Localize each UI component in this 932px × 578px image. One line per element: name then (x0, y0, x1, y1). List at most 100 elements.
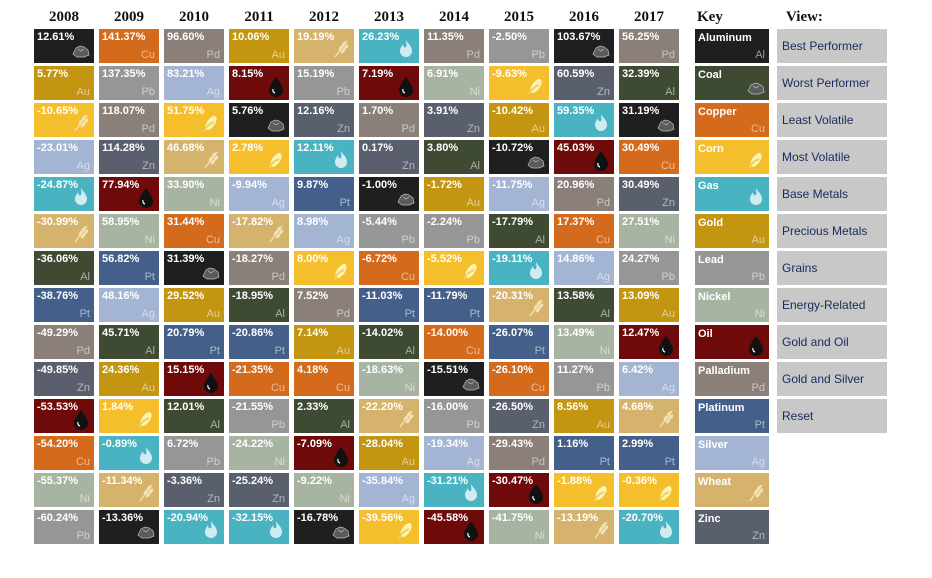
cell-2009-silver[interactable]: 48.16% Ag (99, 288, 159, 322)
cell-2008-coal[interactable]: 12.61% (34, 29, 94, 63)
cell-2017-palladium[interactable]: 56.25% Pd (619, 29, 679, 63)
cell-2011-coal[interactable]: -18.95% Al (229, 288, 289, 322)
cell-2013-palladium[interactable]: 1.70% Pd (359, 103, 419, 137)
cell-2012-copper[interactable]: 4.18% Cu (294, 362, 354, 396)
view-button-most-volatile[interactable]: Most Volatile (777, 140, 887, 174)
cell-2012-zinc[interactable]: 12.16% Zn (294, 103, 354, 137)
cell-2013-corn[interactable]: -39.56% (359, 510, 419, 544)
view-button-energy-related[interactable]: Energy-Related (777, 288, 887, 322)
cell-2008-silver[interactable]: -23.01% Ag (34, 140, 94, 174)
cell-2014-lead[interactable]: -16.00% Pb (424, 399, 484, 433)
cell-2012-silver[interactable]: 8.98% Ag (294, 214, 354, 248)
view-button-precious-metals[interactable]: Precious Metals (777, 214, 887, 248)
cell-2013-gas[interactable]: 26.23% (359, 29, 419, 63)
cell-2013-platinum[interactable]: -11.03% Pt (359, 288, 419, 322)
cell-2011-corn[interactable]: 2.78% (229, 140, 289, 174)
cell-2016-lead[interactable]: 11.27% Pb (554, 362, 614, 396)
cell-2009-oil[interactable]: 77.94% (99, 177, 159, 211)
cell-2011-zinc[interactable]: -25.24% Zn (229, 473, 289, 507)
cell-2017-corn[interactable]: -0.36% (619, 473, 679, 507)
cell-2012-palladium[interactable]: 7.52% Pd (294, 288, 354, 322)
view-button-gold-and-oil[interactable]: Gold and Oil (777, 325, 887, 359)
cell-2008-zinc[interactable]: -49.85% Zn (34, 362, 94, 396)
cell-2016-coal[interactable]: 103.67% (554, 29, 614, 63)
cell-2010-coal[interactable]: 12.01% Al (164, 399, 224, 433)
cell-2014-platinum[interactable]: -11.79% Pt (424, 288, 484, 322)
cell-2010-gas[interactable]: -20.94% (164, 510, 224, 544)
cell-2008-nickel[interactable]: -55.37% Ni (34, 473, 94, 507)
cell-2014-coal[interactable]: 3.80% Al (424, 140, 484, 174)
cell-2008-platinum[interactable]: -38.76% Pt (34, 288, 94, 322)
cell-2016-gas[interactable]: 59.35% (554, 103, 614, 137)
cell-2014-lead[interactable]: -2.24% Pb (424, 214, 484, 248)
cell-2010-aluminum[interactable]: 31.39% (164, 251, 224, 285)
cell-2015-lead[interactable]: -2.50% Pb (489, 29, 549, 63)
cell-2013-coal[interactable]: -14.02% Al (359, 325, 419, 359)
cell-2009-lead[interactable]: 137.35% Pb (99, 66, 159, 100)
cell-2011-copper[interactable]: -21.35% Cu (229, 362, 289, 396)
cell-2014-gold[interactable]: -1.72% Au (424, 177, 484, 211)
cell-2008-copper[interactable]: -54.20% Cu (34, 436, 94, 470)
view-button-gold-and-silver[interactable]: Gold and Silver (777, 362, 887, 396)
cell-2008-coal[interactable]: -36.06% Al (34, 251, 94, 285)
cell-2008-gold[interactable]: 5.77% Au (34, 66, 94, 100)
cell-2009-nickel[interactable]: 58.95% Ni (99, 214, 159, 248)
cell-2017-silver[interactable]: 6.42% Ag (619, 362, 679, 396)
cell-2016-nickel[interactable]: 13.49% Ni (554, 325, 614, 359)
cell-2016-copper[interactable]: 17.37% Cu (554, 214, 614, 248)
cell-2016-zinc[interactable]: 60.59% Zn (554, 66, 614, 100)
cell-2014-nickel[interactable]: 6.91% Ni (424, 66, 484, 100)
cell-2014-copper[interactable]: -14.00% Cu (424, 325, 484, 359)
cell-2008-palladium[interactable]: -49.29% Pd (34, 325, 94, 359)
cell-2008-oil[interactable]: -53.53% (34, 399, 94, 433)
cell-2011-lead[interactable]: -21.55% Pb (229, 399, 289, 433)
cell-2011-nickel[interactable]: -24.22% Ni (229, 436, 289, 470)
cell-2010-copper[interactable]: 31.44% Cu (164, 214, 224, 248)
view-button-worst-performer[interactable]: Worst Performer (777, 66, 887, 100)
cell-2011-gold[interactable]: 10.06% Au (229, 29, 289, 63)
cell-2015-copper[interactable]: -26.10% Cu (489, 362, 549, 396)
cell-2015-oil[interactable]: -30.47% (489, 473, 549, 507)
cell-2009-gold[interactable]: 24.36% Au (99, 362, 159, 396)
cell-2009-gas[interactable]: -0.89% (99, 436, 159, 470)
cell-2017-gold[interactable]: 13.09% Au (619, 288, 679, 322)
cell-2010-nickel[interactable]: 33.90% Ni (164, 177, 224, 211)
cell-2017-lead[interactable]: 24.27% Pb (619, 251, 679, 285)
cell-2017-platinum[interactable]: 2.99% Pt (619, 436, 679, 470)
cell-2014-palladium[interactable]: 11.35% Pd (424, 29, 484, 63)
cell-2009-aluminum[interactable]: -13.36% (99, 510, 159, 544)
cell-2009-wheat[interactable]: -11.34% (99, 473, 159, 507)
cell-2013-nickel[interactable]: -18.63% Ni (359, 362, 419, 396)
view-button-base-metals[interactable]: Base Metals (777, 177, 887, 211)
cell-2011-oil[interactable]: 8.15% (229, 66, 289, 100)
cell-2017-wheat[interactable]: 4.66% (619, 399, 679, 433)
cell-2017-coal[interactable]: 32.39% Al (619, 66, 679, 100)
cell-2015-zinc[interactable]: -26.50% Zn (489, 399, 549, 433)
cell-2012-oil[interactable]: -7.09% (294, 436, 354, 470)
cell-2017-aluminum[interactable]: 31.19% (619, 103, 679, 137)
cell-2012-gas[interactable]: 12.11% (294, 140, 354, 174)
cell-2010-corn[interactable]: 51.75% (164, 103, 224, 137)
cell-2015-nickel[interactable]: -41.75% Ni (489, 510, 549, 544)
cell-2012-nickel[interactable]: -9.22% Ni (294, 473, 354, 507)
cell-2015-platinum[interactable]: -26.07% Pt (489, 325, 549, 359)
cell-2015-aluminum[interactable]: -10.72% (489, 140, 549, 174)
cell-2012-wheat[interactable]: 19.19% (294, 29, 354, 63)
cell-2009-copper[interactable]: 141.37% Cu (99, 29, 159, 63)
cell-2016-oil[interactable]: 45.03% (554, 140, 614, 174)
cell-2016-platinum[interactable]: 1.16% Pt (554, 436, 614, 470)
cell-2015-gas[interactable]: -19.11% (489, 251, 549, 285)
cell-2010-lead[interactable]: 6.72% Pb (164, 436, 224, 470)
cell-2012-lead[interactable]: 15.19% Pb (294, 66, 354, 100)
cell-2009-platinum[interactable]: 56.82% Pt (99, 251, 159, 285)
cell-2015-wheat[interactable]: -20.31% (489, 288, 549, 322)
cell-2016-wheat[interactable]: -13.19% (554, 510, 614, 544)
cell-2014-oil[interactable]: -45.58% (424, 510, 484, 544)
cell-2014-gas[interactable]: -31.21% (424, 473, 484, 507)
cell-2009-coal[interactable]: 45.71% Al (99, 325, 159, 359)
cell-2009-zinc[interactable]: 114.28% Zn (99, 140, 159, 174)
cell-2015-coal[interactable]: -17.79% Al (489, 214, 549, 248)
view-button-best-performer[interactable]: Best Performer (777, 29, 887, 63)
cell-2015-silver[interactable]: -11.75% Ag (489, 177, 549, 211)
cell-2017-nickel[interactable]: 27.51% Ni (619, 214, 679, 248)
